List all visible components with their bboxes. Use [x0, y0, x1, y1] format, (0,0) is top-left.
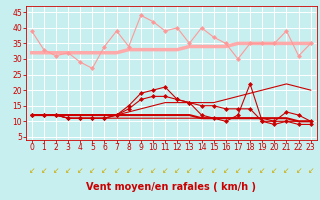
Text: ↙: ↙ — [113, 166, 120, 176]
Text: ↙: ↙ — [247, 166, 253, 176]
Text: ↙: ↙ — [308, 166, 314, 176]
Text: ↙: ↙ — [223, 166, 229, 176]
Text: ↙: ↙ — [77, 166, 84, 176]
Text: ↙: ↙ — [41, 166, 47, 176]
Text: ↙: ↙ — [174, 166, 180, 176]
Text: ↙: ↙ — [235, 166, 241, 176]
Text: ↙: ↙ — [295, 166, 302, 176]
Text: ↙: ↙ — [162, 166, 168, 176]
Text: ↙: ↙ — [125, 166, 132, 176]
Text: ↙: ↙ — [271, 166, 277, 176]
Text: ↙: ↙ — [89, 166, 96, 176]
Text: ↙: ↙ — [186, 166, 193, 176]
Text: ↙: ↙ — [28, 166, 35, 176]
Text: ↙: ↙ — [283, 166, 290, 176]
Text: ↙: ↙ — [259, 166, 265, 176]
Text: ↙: ↙ — [211, 166, 217, 176]
Text: ↙: ↙ — [65, 166, 71, 176]
Text: ↙: ↙ — [53, 166, 59, 176]
Text: Vent moyen/en rafales ( km/h ): Vent moyen/en rafales ( km/h ) — [86, 182, 256, 192]
Text: ↙: ↙ — [150, 166, 156, 176]
Text: ↙: ↙ — [138, 166, 144, 176]
Text: ↙: ↙ — [198, 166, 205, 176]
Text: ↙: ↙ — [101, 166, 108, 176]
